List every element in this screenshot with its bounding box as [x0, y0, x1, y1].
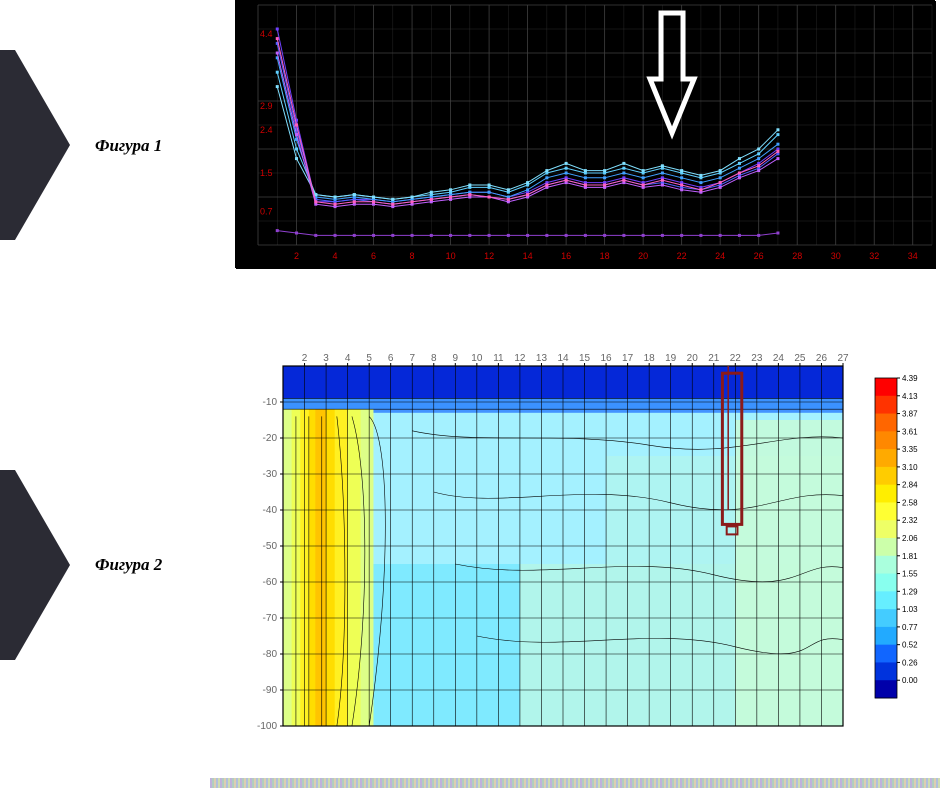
svg-text:0.52: 0.52 — [902, 641, 918, 650]
svg-text:4.4: 4.4 — [260, 29, 273, 39]
svg-text:26: 26 — [754, 251, 764, 261]
svg-text:0.26: 0.26 — [902, 658, 918, 667]
svg-text:3.35: 3.35 — [902, 445, 918, 454]
svg-text:13: 13 — [536, 353, 548, 364]
svg-text:0.77: 0.77 — [902, 623, 918, 632]
svg-text:2.32: 2.32 — [902, 516, 918, 525]
svg-text:4.13: 4.13 — [902, 392, 918, 401]
decor-arrow-2 — [0, 470, 70, 660]
svg-text:34: 34 — [908, 251, 918, 261]
svg-text:27: 27 — [837, 353, 849, 364]
svg-text:0.00: 0.00 — [902, 676, 918, 685]
svg-text:12: 12 — [484, 251, 494, 261]
contour-chart: 2345678910111213141516171819202122232425… — [235, 348, 935, 748]
svg-text:-60: -60 — [263, 577, 278, 588]
svg-text:2: 2 — [294, 251, 299, 261]
svg-text:16: 16 — [561, 251, 571, 261]
svg-text:1.81: 1.81 — [902, 552, 918, 561]
svg-text:24: 24 — [715, 251, 725, 261]
svg-text:32: 32 — [869, 251, 879, 261]
svg-text:8: 8 — [431, 353, 437, 364]
svg-text:20: 20 — [687, 353, 699, 364]
svg-text:21: 21 — [708, 353, 720, 364]
svg-text:-100: -100 — [257, 721, 277, 732]
svg-text:14: 14 — [557, 353, 569, 364]
svg-text:-10: -10 — [263, 397, 278, 408]
svg-text:22: 22 — [730, 353, 742, 364]
svg-text:28: 28 — [792, 251, 802, 261]
svg-text:15: 15 — [579, 353, 591, 364]
svg-text:16: 16 — [601, 353, 613, 364]
svg-text:4: 4 — [333, 251, 338, 261]
svg-text:-30: -30 — [263, 469, 278, 480]
svg-text:14: 14 — [523, 251, 533, 261]
svg-text:8: 8 — [410, 251, 415, 261]
svg-text:1.29: 1.29 — [902, 587, 918, 596]
svg-text:-40: -40 — [263, 505, 278, 516]
svg-text:2.58: 2.58 — [902, 498, 918, 507]
svg-text:20: 20 — [638, 251, 648, 261]
svg-text:3.61: 3.61 — [902, 427, 918, 436]
svg-text:23: 23 — [751, 353, 763, 364]
svg-text:22: 22 — [677, 251, 687, 261]
svg-text:25: 25 — [794, 353, 806, 364]
svg-text:1.55: 1.55 — [902, 570, 918, 579]
svg-text:3.10: 3.10 — [902, 463, 918, 472]
figure-2-label: Фигура 2 — [95, 555, 162, 575]
svg-text:2.06: 2.06 — [902, 534, 918, 543]
svg-text:10: 10 — [446, 251, 456, 261]
svg-text:11: 11 — [493, 353, 504, 364]
svg-text:19: 19 — [665, 353, 677, 364]
decor-arrow-1 — [0, 50, 70, 240]
svg-text:6: 6 — [371, 251, 376, 261]
svg-text:0.7: 0.7 — [260, 206, 273, 216]
svg-text:30: 30 — [831, 251, 841, 261]
svg-text:7: 7 — [409, 353, 415, 364]
svg-text:2.9: 2.9 — [260, 101, 273, 111]
svg-text:6: 6 — [388, 353, 394, 364]
svg-text:2.4: 2.4 — [260, 125, 273, 135]
svg-text:18: 18 — [600, 251, 610, 261]
svg-text:26: 26 — [816, 353, 828, 364]
svg-text:10: 10 — [471, 353, 483, 364]
line-chart: 2468101214161820222426283032340.71.52.42… — [235, 0, 935, 268]
svg-text:2.84: 2.84 — [902, 481, 918, 490]
svg-text:3: 3 — [323, 353, 329, 364]
svg-text:24: 24 — [773, 353, 785, 364]
svg-text:9: 9 — [453, 353, 459, 364]
svg-text:18: 18 — [644, 353, 656, 364]
svg-text:-50: -50 — [263, 541, 278, 552]
svg-text:1.03: 1.03 — [902, 605, 918, 614]
svg-text:-90: -90 — [263, 685, 278, 696]
svg-text:4: 4 — [345, 353, 351, 364]
svg-text:5: 5 — [366, 353, 372, 364]
svg-text:2: 2 — [302, 353, 308, 364]
noise-bar — [210, 778, 940, 788]
svg-text:17: 17 — [622, 353, 634, 364]
svg-text:-70: -70 — [263, 613, 278, 624]
svg-text:-20: -20 — [263, 433, 278, 444]
figure-1-label: Фигура 1 — [95, 136, 162, 156]
svg-text:-80: -80 — [263, 649, 278, 660]
svg-text:3.87: 3.87 — [902, 410, 918, 419]
svg-text:4.39: 4.39 — [902, 374, 918, 383]
svg-text:12: 12 — [514, 353, 526, 364]
svg-text:1.5: 1.5 — [260, 168, 273, 178]
